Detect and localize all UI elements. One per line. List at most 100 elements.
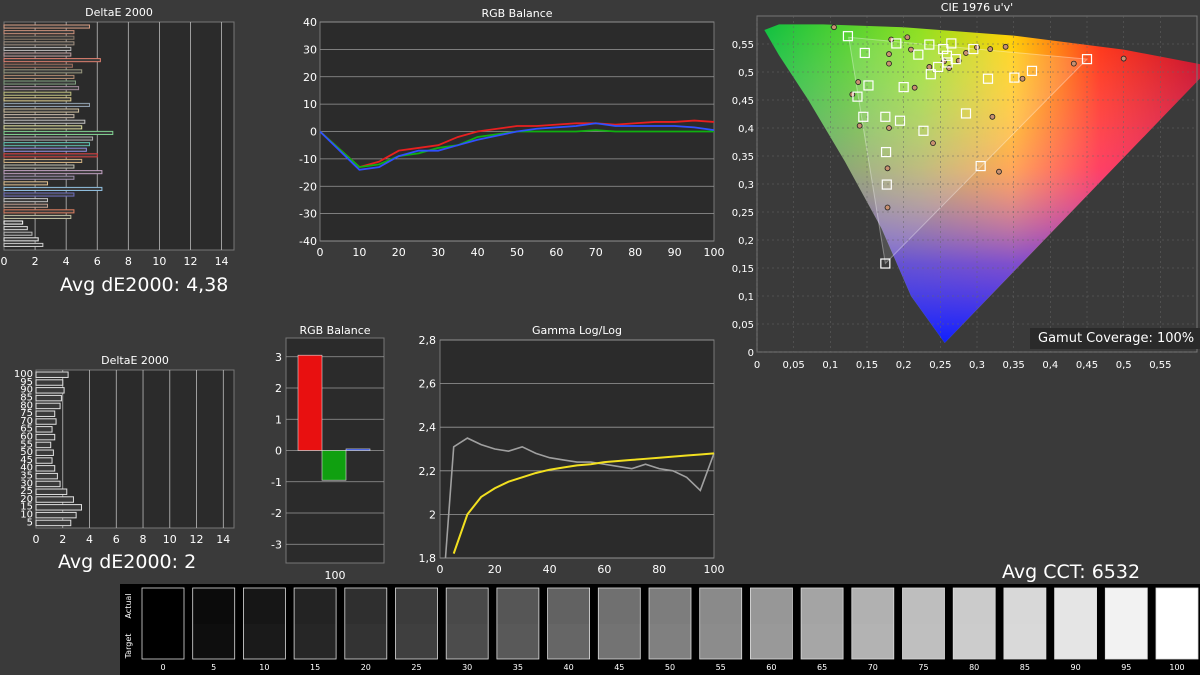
bar — [35, 480, 61, 488]
x-tick-label: 0,35 — [1003, 360, 1025, 371]
y-tick-label: 30 — [20, 478, 33, 489]
measured-point — [930, 140, 936, 147]
x-tick-label: 0,4 — [1042, 360, 1058, 371]
swatch-border — [445, 587, 489, 660]
x-tick-label: 60 — [597, 563, 611, 576]
y-tick-label: 2,4 — [419, 421, 437, 434]
x-tick-label: 4 — [63, 255, 70, 268]
bar — [3, 102, 90, 107]
swatch-border — [344, 587, 388, 660]
y-tick-label: 80 — [20, 400, 33, 411]
bar — [35, 449, 54, 456]
x-tick-label: 20 — [392, 246, 406, 259]
swatch-border — [192, 587, 236, 660]
y-tick-label: 20 — [303, 71, 317, 84]
swatch-border — [293, 587, 337, 660]
gamut-triangle — [848, 36, 1089, 265]
bar — [35, 496, 74, 503]
target-marker — [863, 80, 874, 91]
x-tick-label: 6 — [94, 255, 101, 268]
swatch-actual — [1105, 588, 1148, 624]
y-tick-label: -20 — [299, 180, 317, 193]
x-tick-label: 14 — [215, 255, 229, 268]
bar — [3, 125, 83, 130]
swatch-label: 60 — [766, 663, 776, 672]
swatch-actual — [902, 588, 945, 624]
swatch-label: 40 — [564, 663, 574, 672]
bar-0 — [297, 354, 323, 451]
y-tick-label: 3 — [275, 351, 282, 364]
bar — [3, 153, 98, 158]
x-tick-label: 0 — [1, 255, 8, 268]
swatch-label: 70 — [868, 663, 878, 672]
swatch-actual — [192, 588, 235, 624]
x-tick-label: 90 — [668, 246, 682, 259]
bar — [3, 97, 72, 102]
swatch-actual — [953, 588, 996, 624]
swatch-label: 50 — [665, 663, 675, 672]
target-marker — [982, 73, 994, 84]
y-tick-label: 0 — [275, 445, 282, 458]
x-tick-label: 0,15 — [856, 360, 878, 371]
bar — [3, 237, 39, 242]
swatch-target — [1054, 624, 1097, 659]
swatch-label: 55 — [716, 663, 726, 672]
x-tick-label: 0,25 — [929, 360, 951, 371]
swatch-border — [1054, 587, 1097, 660]
target-marker — [960, 108, 972, 119]
swatch-label: 65 — [817, 663, 827, 672]
swatch-target — [344, 624, 387, 659]
y-tick-label: 15 — [20, 502, 33, 513]
y-tick-label: 0,05 — [732, 320, 754, 331]
y-tick-label: 2,2 — [419, 465, 437, 478]
swatch-border — [1003, 587, 1047, 660]
rgb-balance-bar-chart: RGB Balance 3 2 1 0 -1 -2 -3 100 — [271, 324, 385, 582]
plot-area — [439, 339, 715, 559]
gamma-loglog-chart: Gamma Log/Log 2,8 2,6 2,4 2,2 2 1,80 20 40 60 80 10… — [419, 324, 725, 576]
x-tick-label: 10 — [163, 533, 177, 546]
x-tick-label: 20 — [488, 563, 502, 576]
measured-point — [974, 44, 980, 51]
row-label-actual: Actual — [124, 593, 133, 618]
y-tick-label: -1 — [271, 476, 282, 489]
target-marker — [1026, 65, 1038, 76]
y-tick-label: 0,3 — [738, 180, 754, 191]
swatch-actual — [649, 588, 691, 624]
cie-chart: CIE 1976 u'v' 0,55 0,5 0,45 0,4 0,35 0,3 0,25 0,… — [732, 1, 1200, 371]
y-tick-label: 85 — [20, 392, 33, 403]
x-tick-label: 30 — [431, 246, 445, 259]
chart-title: Gamma Log/Log — [532, 324, 622, 337]
swatch-border — [1155, 587, 1199, 660]
swatch-target — [1105, 624, 1148, 659]
x-tick-label: 8 — [140, 533, 147, 546]
x-tick-label: 100 — [704, 246, 725, 259]
target-marker — [894, 115, 906, 126]
swatch-border — [496, 587, 540, 660]
bar — [3, 242, 44, 247]
y-tick-label: 1,8 — [419, 552, 437, 565]
swatch-actual — [699, 588, 742, 624]
y-tick-label: 0,15 — [732, 264, 754, 275]
series-line-1 — [452, 452, 715, 554]
series-line-0 — [319, 119, 715, 169]
y-tick-label: 2 — [275, 382, 282, 395]
swatch-actual — [344, 588, 387, 624]
swatch-border — [648, 587, 692, 660]
bar — [3, 186, 103, 191]
x-tick-label: 12 — [183, 255, 197, 268]
y-tick-label: 40 — [303, 16, 317, 29]
measured-point — [904, 34, 911, 41]
bar — [3, 58, 101, 63]
bar — [3, 91, 72, 96]
y-tick-label: 35 — [20, 470, 33, 481]
bar — [3, 203, 49, 208]
measured-point — [1070, 60, 1077, 67]
x-tick-label: 2 — [32, 255, 39, 268]
swatch-target — [598, 624, 641, 659]
bar — [35, 472, 58, 480]
y-tick-label: 0,55 — [732, 40, 754, 51]
measured-point — [886, 125, 892, 131]
x-tick-label: 40 — [471, 246, 485, 259]
swatch-border — [547, 587, 591, 660]
